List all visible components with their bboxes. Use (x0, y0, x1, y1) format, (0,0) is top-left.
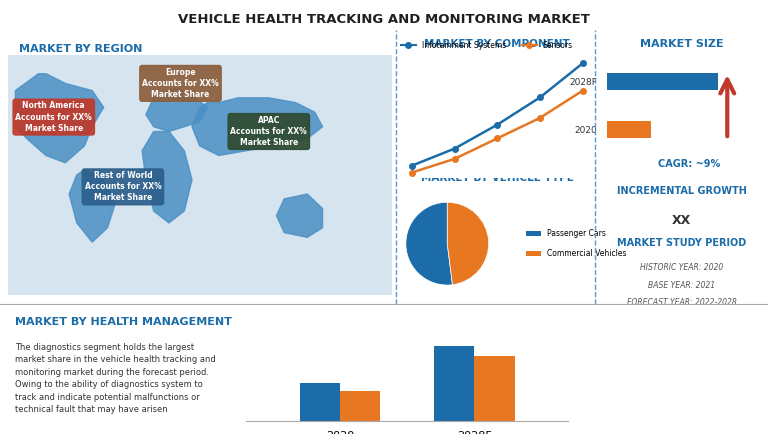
Text: Rest of World
Accounts for XX%
Market Share: Rest of World Accounts for XX% Market Sh… (84, 171, 161, 202)
Polygon shape (15, 74, 104, 163)
Text: FORECAST YEAR: 2022-2028: FORECAST YEAR: 2022-2028 (627, 298, 737, 307)
Polygon shape (146, 88, 207, 132)
Bar (339, 391, 380, 421)
Text: Europe
Accounts for XX%
Market Share: Europe Accounts for XX% Market Share (142, 68, 219, 99)
Text: XX: XX (672, 214, 691, 227)
Text: MARKET BY REGION: MARKET BY REGION (19, 44, 143, 54)
Text: MARKET STUDY PERIOD: MARKET STUDY PERIOD (617, 238, 746, 248)
Bar (607, 121, 651, 138)
Text: CAGR: ~9%: CAGR: ~9% (658, 159, 720, 169)
Text: HISTORIC YEAR: 2020: HISTORIC YEAR: 2020 (640, 263, 723, 272)
Text: VEHICLE HEALTH TRACKING AND MONITORING MARKET: VEHICLE HEALTH TRACKING AND MONITORING M… (178, 13, 590, 26)
Text: BASE YEAR: 2021: BASE YEAR: 2021 (648, 280, 715, 289)
Bar (607, 73, 718, 90)
Polygon shape (142, 132, 192, 223)
Text: MARKET BY HEALTH MANAGEMENT: MARKET BY HEALTH MANAGEMENT (15, 317, 232, 327)
Text: MARKET BY VEHICLE TYPE: MARKET BY VEHICLE TYPE (421, 173, 574, 183)
Bar (474, 355, 515, 421)
Wedge shape (406, 202, 452, 285)
Polygon shape (276, 194, 323, 237)
Bar (434, 345, 474, 421)
Polygon shape (69, 170, 115, 242)
Text: North America
Accounts for XX%
Market Share: North America Accounts for XX% Market Sh… (15, 102, 92, 133)
Legend: Infotainment Systems, Sensors: Infotainment Systems, Sensors (398, 37, 576, 53)
Text: APAC
Accounts for XX%
Market Share: APAC Accounts for XX% Market Share (230, 116, 307, 147)
Wedge shape (447, 202, 488, 285)
Text: INCREMENTAL GROWTH: INCREMENTAL GROWTH (617, 186, 746, 196)
Text: MARKET BY COMPONENT: MARKET BY COMPONENT (425, 39, 570, 49)
Text: MARKET SIZE: MARKET SIZE (640, 39, 723, 49)
Text: The diagnostics segment holds the largest
market share in the vehicle health tra: The diagnostics segment holds the larges… (15, 343, 216, 414)
Bar (300, 383, 339, 421)
Polygon shape (192, 98, 323, 155)
Legend: Passenger Cars, Commercial Vehicles: Passenger Cars, Commercial Vehicles (523, 226, 630, 261)
